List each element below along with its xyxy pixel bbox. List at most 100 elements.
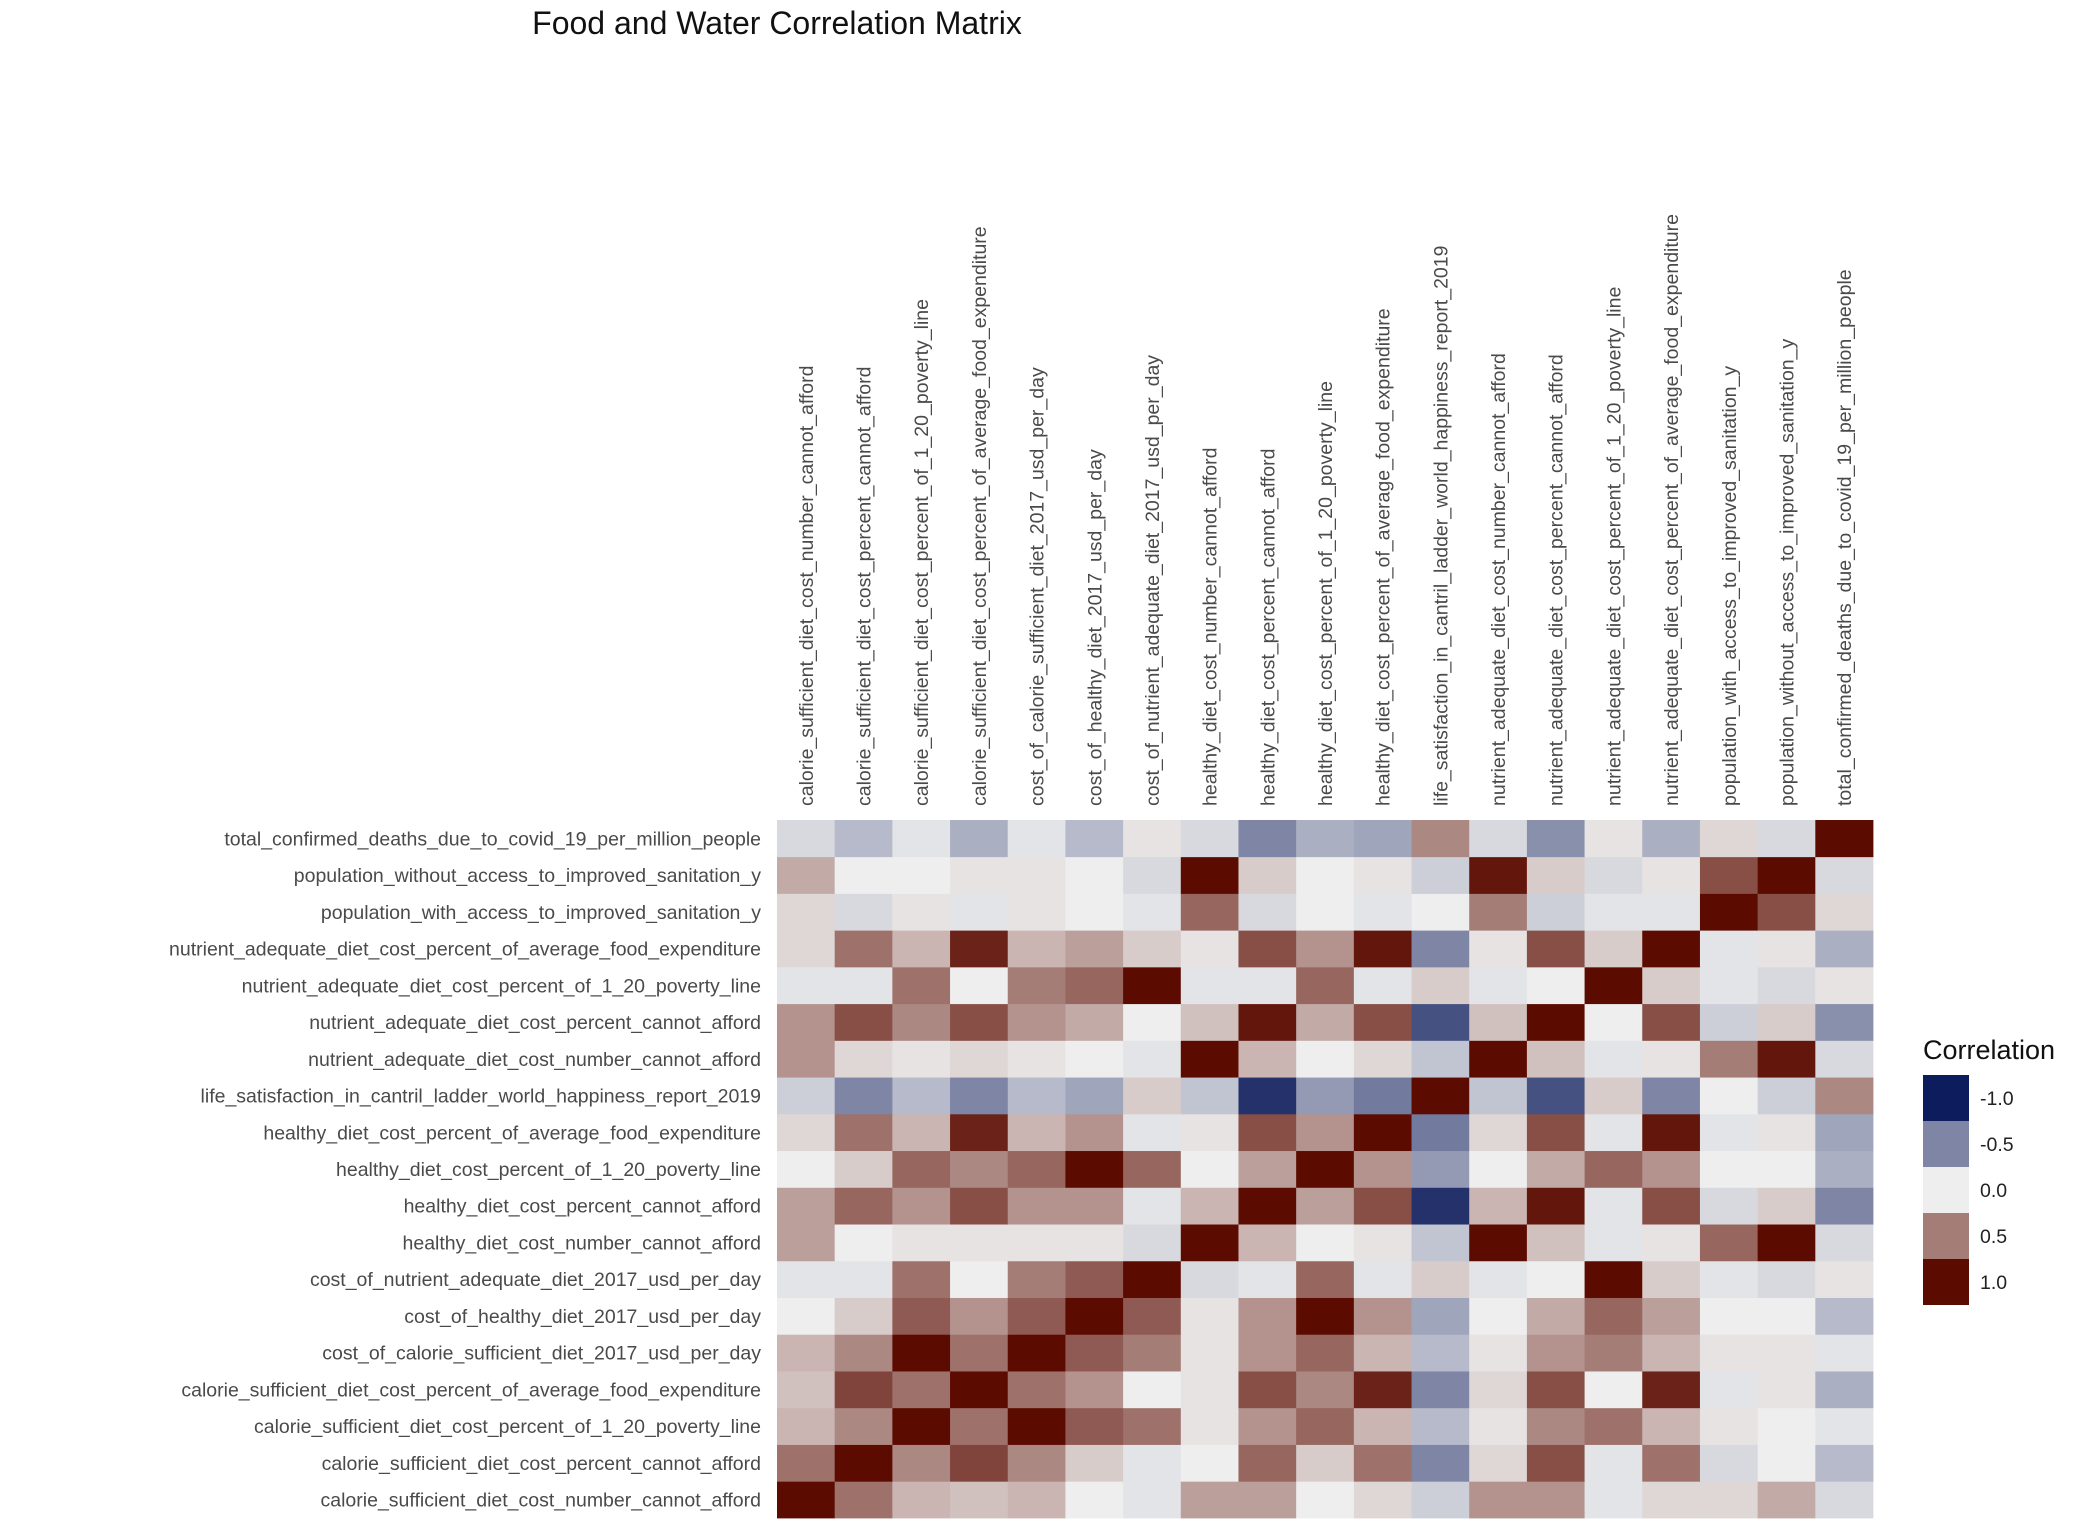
heatmap-cell: cost_of_calorie_sufficient_diet_2017_usd…	[1007, 1444, 1066, 1482]
heatmap-cell: calorie_sufficient_diet_cost_number_cann…	[777, 1040, 836, 1078]
heatmap-cell: total_confirmed_deaths_due_to_covid_19_p…	[1815, 1187, 1874, 1225]
heatmap-cell: nutrient_adequate_diet_cost_number_canno…	[1469, 1040, 1528, 1078]
heatmap-cell: healthy_diet_cost_percent_cannot_afford …	[1238, 1003, 1297, 1041]
heatmap-cell: nutrient_adequate_diet_cost_percent_cann…	[1526, 1371, 1585, 1409]
heatmap-cell: healthy_diet_cost_number_cannot_afford /…	[1180, 1334, 1239, 1372]
heatmap-cell: nutrient_adequate_diet_cost_percent_of_1…	[1584, 1003, 1643, 1041]
heatmap-cell: nutrient_adequate_diet_cost_number_canno…	[1469, 1334, 1528, 1372]
heatmap-cell: healthy_diet_cost_number_cannot_afford /…	[1180, 893, 1239, 931]
heatmap-cell: cost_of_nutrient_adequate_diet_2017_usd_…	[1123, 856, 1182, 894]
heatmap-cell: nutrient_adequate_diet_cost_percent_cann…	[1526, 1040, 1585, 1078]
heatmap-cell: nutrient_adequate_diet_cost_percent_of_1…	[1584, 1481, 1643, 1519]
heatmap-cell: life_satisfaction_in_cantril_ladder_worl…	[1411, 930, 1470, 968]
heatmap-cell: cost_of_nutrient_adequate_diet_2017_usd_…	[1123, 1077, 1182, 1115]
heatmap-cell: calorie_sufficient_diet_cost_percent_of_…	[892, 1407, 951, 1445]
heatmap-cell: nutrient_adequate_diet_cost_percent_cann…	[1526, 856, 1585, 894]
heatmap-cell: nutrient_adequate_diet_cost_percent_cann…	[1526, 893, 1585, 931]
heatmap-cell: life_satisfaction_in_cantril_ladder_worl…	[1411, 966, 1470, 1005]
heatmap-cell: healthy_diet_cost_percent_of_1_20_povert…	[1296, 893, 1355, 931]
heatmap-cell: total_confirmed_deaths_due_to_covid_19_p…	[1815, 930, 1874, 968]
heatmap-cell: cost_of_calorie_sufficient_diet_2017_usd…	[1007, 893, 1066, 931]
heatmap-cell: population_with_access_to_improved_sanit…	[1699, 1003, 1759, 1041]
heatmap-cell: calorie_sufficient_diet_cost_number_cann…	[777, 1444, 836, 1482]
heatmap-cell: calorie_sufficient_diet_cost_number_cann…	[777, 966, 836, 1005]
heatmap-cell: healthy_diet_cost_percent_of_average_foo…	[1353, 966, 1412, 1005]
heatmap-cell: population_with_access_to_improved_sanit…	[1699, 1407, 1759, 1445]
heatmap-cell: calorie_sufficient_diet_cost_number_cann…	[777, 1334, 836, 1372]
legend-key-label: 0.5	[1980, 1226, 2007, 1248]
heatmap-cell: cost_of_nutrient_adequate_diet_2017_usd_…	[1123, 1260, 1182, 1298]
heatmap-cell: calorie_sufficient_diet_cost_percent_of_…	[950, 893, 1009, 931]
heatmap-cell: calorie_sufficient_diet_cost_number_cann…	[777, 1003, 836, 1041]
heatmap-cell: healthy_diet_cost_percent_cannot_afford …	[1238, 1187, 1297, 1225]
heatmap-cell: nutrient_adequate_diet_cost_number_canno…	[1469, 966, 1528, 1005]
heatmap-cell: nutrient_adequate_diet_cost_number_canno…	[1469, 1371, 1528, 1409]
legend-key-label: 0.0	[1980, 1180, 2007, 1202]
heatmap-cell: population_with_access_to_improved_sanit…	[1699, 893, 1759, 931]
heatmap-cell: nutrient_adequate_diet_cost_percent_of_1…	[1584, 1407, 1643, 1445]
heatmap-cell: healthy_diet_cost_number_cannot_afford /…	[1180, 1481, 1239, 1519]
heatmap-cell: calorie_sufficient_diet_cost_percent_can…	[834, 1224, 893, 1262]
heatmap-cell: calorie_sufficient_diet_cost_number_cann…	[777, 1407, 836, 1445]
heatmap-cell: healthy_diet_cost_percent_of_average_foo…	[1353, 1077, 1412, 1115]
heatmap-cell: nutrient_adequate_diet_cost_percent_of_1…	[1584, 893, 1643, 931]
heatmap-cell: healthy_diet_cost_percent_of_average_foo…	[1353, 856, 1412, 894]
x-tick-label: calorie_sufficient_diet_cost_number_cann…	[796, 366, 818, 807]
heatmap-cell: healthy_diet_cost_number_cannot_afford /…	[1180, 820, 1239, 858]
heatmap-cell: nutrient_adequate_diet_cost_number_canno…	[1469, 1297, 1528, 1335]
heatmap-cell: nutrient_adequate_diet_cost_percent_of_a…	[1642, 1407, 1701, 1445]
heatmap-cell: calorie_sufficient_diet_cost_percent_can…	[834, 1077, 893, 1115]
heatmap-cell: cost_of_nutrient_adequate_diet_2017_usd_…	[1123, 1224, 1182, 1262]
y-tick-label: cost_of_calorie_sufficient_diet_2017_usd…	[322, 1343, 761, 1365]
heatmap-cell: calorie_sufficient_diet_cost_percent_can…	[834, 1444, 893, 1482]
heatmap-cell: cost_of_nutrient_adequate_diet_2017_usd_…	[1123, 966, 1182, 1005]
heatmap-cell: calorie_sufficient_diet_cost_percent_of_…	[950, 1040, 1009, 1078]
heatmap-cell: calorie_sufficient_diet_cost_percent_of_…	[950, 1077, 1009, 1115]
heatmap-cell: calorie_sufficient_diet_cost_number_cann…	[777, 1224, 836, 1262]
heatmap-cell: life_satisfaction_in_cantril_ladder_worl…	[1411, 1371, 1470, 1409]
y-tick-label: healthy_diet_cost_number_cannot_afford	[403, 1232, 761, 1254]
heatmap-cell: population_without_access_to_improved_sa…	[1757, 930, 1816, 968]
heatmap-cell: healthy_diet_cost_percent_cannot_afford …	[1238, 1150, 1297, 1188]
heatmap-cell: population_without_access_to_improved_sa…	[1757, 1371, 1816, 1409]
heatmap-cell: nutrient_adequate_diet_cost_percent_cann…	[1526, 820, 1585, 858]
y-tick-label: life_satisfaction_in_cantril_ladder_worl…	[201, 1086, 761, 1108]
heatmap-cell: healthy_diet_cost_percent_cannot_afford …	[1238, 1040, 1297, 1078]
heatmap-cell: population_with_access_to_improved_sanit…	[1699, 1077, 1759, 1115]
heatmap-cell: total_confirmed_deaths_due_to_covid_19_p…	[1815, 1481, 1874, 1519]
y-tick-label: calorie_sufficient_diet_cost_percent_of_…	[181, 1379, 761, 1401]
heatmap-cell: healthy_diet_cost_percent_of_average_foo…	[1353, 820, 1412, 858]
heatmap-cell: cost_of_healthy_diet_2017_usd_per_day / …	[1065, 1077, 1124, 1115]
heatmap-cell: calorie_sufficient_diet_cost_percent_of_…	[892, 1297, 951, 1335]
heatmap-cell: cost_of_nutrient_adequate_diet_2017_usd_…	[1123, 1003, 1182, 1041]
heatmap-cell: nutrient_adequate_diet_cost_percent_cann…	[1526, 1077, 1585, 1115]
heatmap-cell: population_with_access_to_improved_sanit…	[1699, 1444, 1759, 1482]
heatmap-cell: calorie_sufficient_diet_cost_number_cann…	[777, 856, 836, 894]
x-tick-label: population_with_access_to_improved_sanit…	[1719, 366, 1741, 806]
heatmap-cell: cost_of_calorie_sufficient_diet_2017_usd…	[1007, 1150, 1066, 1188]
heatmap-cell: cost_of_healthy_diet_2017_usd_per_day / …	[1065, 1407, 1124, 1445]
heatmap-cell: healthy_diet_cost_percent_of_average_foo…	[1353, 930, 1412, 968]
heatmap-cell: healthy_diet_cost_percent_cannot_afford …	[1238, 1260, 1297, 1298]
heatmap-cell: nutrient_adequate_diet_cost_percent_of_a…	[1642, 893, 1701, 931]
heatmap-cell: population_without_access_to_improved_sa…	[1757, 1407, 1816, 1445]
heatmap-cell: healthy_diet_cost_number_cannot_afford /…	[1180, 1297, 1239, 1335]
y-tick-label: healthy_diet_cost_percent_cannot_afford	[404, 1196, 761, 1218]
heatmap-cell: nutrient_adequate_diet_cost_percent_of_a…	[1642, 856, 1701, 894]
heatmap-cell: cost_of_healthy_diet_2017_usd_per_day / …	[1065, 1003, 1124, 1041]
heatmap-cell: population_with_access_to_improved_sanit…	[1699, 966, 1759, 1005]
heatmap-cell: calorie_sufficient_diet_cost_percent_of_…	[892, 1077, 951, 1115]
heatmap-cell: nutrient_adequate_diet_cost_number_canno…	[1469, 1260, 1528, 1298]
heatmap-cell: healthy_diet_cost_percent_cannot_afford …	[1238, 1224, 1297, 1262]
heatmap-cell: cost_of_healthy_diet_2017_usd_per_day / …	[1065, 1297, 1124, 1335]
heatmap-cell: nutrient_adequate_diet_cost_percent_of_1…	[1584, 966, 1643, 1005]
heatmap-cell: cost_of_calorie_sufficient_diet_2017_usd…	[1007, 1371, 1066, 1409]
heatmap-cell: life_satisfaction_in_cantril_ladder_worl…	[1411, 1407, 1470, 1445]
heatmap-cell: healthy_diet_cost_percent_of_1_20_povert…	[1296, 1187, 1355, 1225]
heatmap-cell: healthy_diet_cost_percent_of_1_20_povert…	[1296, 1297, 1355, 1335]
heatmap-cell: nutrient_adequate_diet_cost_percent_of_a…	[1642, 820, 1701, 858]
legend-key-swatch	[1923, 1121, 1969, 1167]
heatmap-cell: nutrient_adequate_diet_cost_percent_of_1…	[1584, 820, 1643, 858]
heatmap-cell: population_with_access_to_improved_sanit…	[1699, 1150, 1759, 1188]
heatmap-cell: life_satisfaction_in_cantril_ladder_worl…	[1411, 1444, 1470, 1482]
